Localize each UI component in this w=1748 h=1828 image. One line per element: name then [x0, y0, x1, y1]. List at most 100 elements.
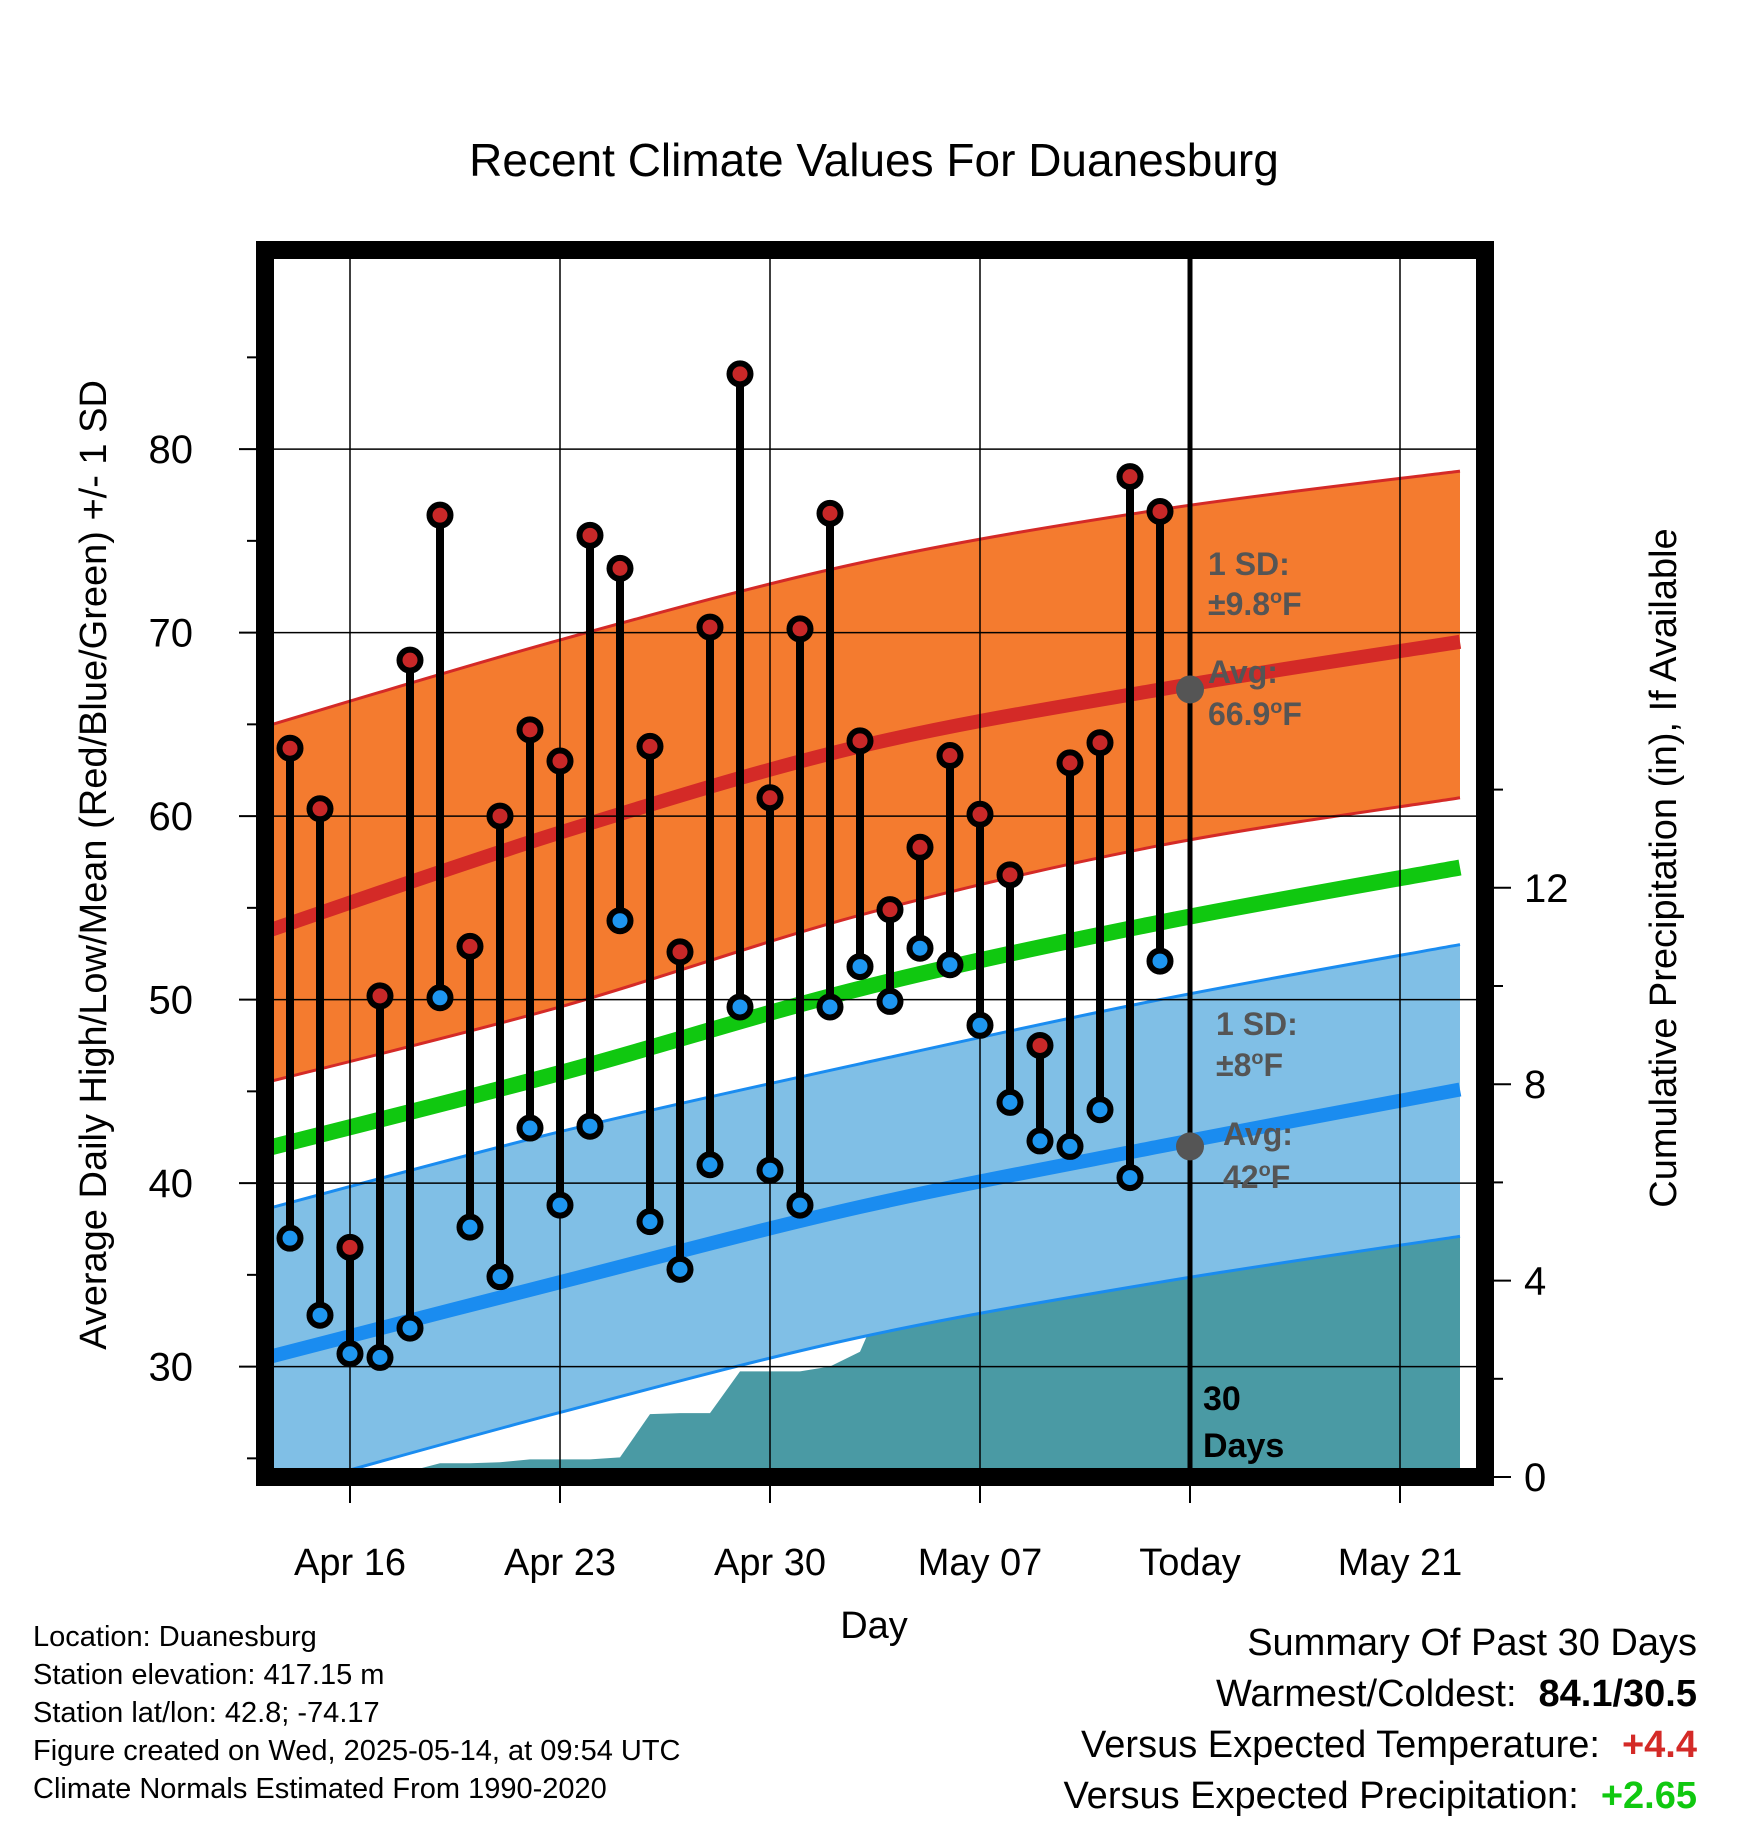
daily-low-point [996, 1088, 1024, 1116]
summary-precip-row: Versus Expected Precipitation: +2.65 [1063, 1771, 1697, 1822]
daily-low-point [846, 953, 874, 981]
daily-high-point [756, 784, 784, 812]
daily-high-point [696, 613, 724, 641]
daily-high-point [456, 932, 484, 960]
daily-high-point [846, 727, 874, 755]
low-sd-label: 1 SD: [1216, 1006, 1298, 1042]
today-low-normal-marker [1176, 1132, 1204, 1161]
summary-panel: Summary Of Past 30 Days Warmest/Coldest:… [1063, 1618, 1697, 1822]
daily-high-point [1056, 749, 1084, 777]
high-avg-value: 66.9oF [1208, 696, 1302, 732]
daily-low-point [786, 1191, 814, 1219]
window-days-number: 30 [1203, 1380, 1241, 1418]
y-tick-label: 70 [149, 612, 194, 656]
daily-high-point [996, 861, 1024, 889]
normals-text: Climate Normals Estimated From 1990-2020 [33, 1773, 607, 1805]
daily-high-point [816, 499, 844, 527]
daily-high-point [726, 360, 754, 388]
daily-high-point [306, 795, 334, 823]
temp-departure-label: Versus Expected Temperature: [1081, 1724, 1600, 1766]
y2-tick-label: 4 [1524, 1260, 1546, 1304]
daily-low-point [276, 1224, 304, 1252]
daily-high-point [486, 802, 514, 830]
daily-low-point [606, 907, 634, 935]
daily-low-point [576, 1112, 604, 1140]
station-info: Location: Duanesburg Station elevation: … [33, 1618, 681, 1808]
daily-high-point [666, 938, 694, 966]
daily-high-point [396, 646, 424, 674]
precip-departure-value: +2.65 [1600, 1775, 1697, 1817]
daily-low-point [726, 993, 754, 1021]
x-tick-label: May 21 [1338, 1542, 1463, 1584]
y2-axis-label: Cumulative Precipitation (in), If Availa… [1643, 528, 1685, 1207]
daily-low-point [426, 984, 454, 1012]
daily-low-point [1116, 1164, 1144, 1192]
low-normal-line [265, 1082, 1462, 1366]
daily-low-point [816, 993, 844, 1021]
daily-high-point [1146, 497, 1174, 525]
daily-high-point [576, 521, 604, 549]
daily-low-point [456, 1213, 484, 1241]
daily-high-point [786, 615, 814, 643]
y-tick-label: 60 [149, 795, 194, 839]
daily-low-point [306, 1301, 334, 1329]
y2-tick-label: 12 [1524, 867, 1569, 911]
y-tick-label: 80 [149, 428, 194, 472]
low-sd-value: ±8oF [1216, 1047, 1283, 1083]
daily-high-point [1116, 463, 1144, 491]
daily-low-point [396, 1314, 424, 1342]
daily-high-point [336, 1233, 364, 1261]
x-tick-label: Apr 30 [714, 1542, 826, 1584]
mean-normal-line [265, 859, 1462, 1158]
low-sd-upper-line [265, 943, 1461, 1211]
high-sd-upper-line [265, 469, 1461, 729]
daily-low-point [546, 1191, 574, 1219]
high-sd-label: 1 SD: [1208, 546, 1290, 582]
daily-low-point [636, 1208, 664, 1236]
location-text: Location: Duanesburg [33, 1621, 317, 1653]
high-avg-label: Avg: [1208, 654, 1278, 690]
temp-departure-value: +4.4 [1621, 1724, 1697, 1766]
summary-warmest-row: Warmest/Coldest: 84.1/30.5 [1063, 1669, 1697, 1720]
daily-high-point [516, 716, 544, 744]
elevation-text: Station elevation: 417.15 m [33, 1659, 385, 1691]
daily-high-point [426, 501, 454, 529]
latlon-text: Station lat/lon: 42.8; -74.17 [33, 1697, 380, 1729]
y2-tick-label: 0 [1524, 1456, 1546, 1500]
plot-area [265, 250, 1485, 1477]
warmest-label: Warmest/Coldest: [1215, 1673, 1517, 1715]
daily-low-point [516, 1114, 544, 1142]
daily-low-point [336, 1340, 364, 1368]
daily-low-point [936, 951, 964, 979]
high-sd-value: ±9.8oF [1208, 586, 1302, 622]
x-tick-label: Today [1139, 1542, 1240, 1584]
precip-departure-label: Versus Expected Precipitation: [1063, 1775, 1579, 1817]
summary-title: Summary Of Past 30 Days [1247, 1622, 1697, 1664]
daily-high-point [636, 732, 664, 760]
daily-low-point [1086, 1096, 1114, 1124]
daily-low-point [756, 1156, 784, 1184]
x-tick-label: May 07 [918, 1542, 1043, 1584]
daily-low-point [1056, 1132, 1084, 1160]
daily-low-point [1146, 947, 1174, 975]
daily-high-point [606, 554, 634, 582]
daily-high-point [366, 982, 394, 1010]
daily-high-point [876, 896, 904, 924]
summary-temp-row: Versus Expected Temperature: +4.4 [1063, 1720, 1697, 1771]
warmest-value: 84.1/30.5 [1538, 1673, 1697, 1715]
daily-high-point [276, 734, 304, 762]
y2-tick-label: 8 [1524, 1063, 1546, 1107]
window-days-label: Days [1203, 1427, 1284, 1465]
y-axis-label: Average Daily High/Low/Mean (Red/Blue/Gr… [73, 380, 115, 1350]
y-tick-label: 30 [149, 1346, 194, 1390]
low-avg-label: Avg: [1223, 1116, 1293, 1152]
daily-high-point [966, 800, 994, 828]
x-tick-label: Apr 16 [294, 1542, 406, 1584]
daily-low-point [666, 1255, 694, 1283]
daily-low-point [696, 1151, 724, 1179]
daily-low-point [966, 1011, 994, 1039]
daily-low-point [1026, 1127, 1054, 1155]
daily-low-point [486, 1263, 514, 1291]
daily-high-point [936, 742, 964, 770]
